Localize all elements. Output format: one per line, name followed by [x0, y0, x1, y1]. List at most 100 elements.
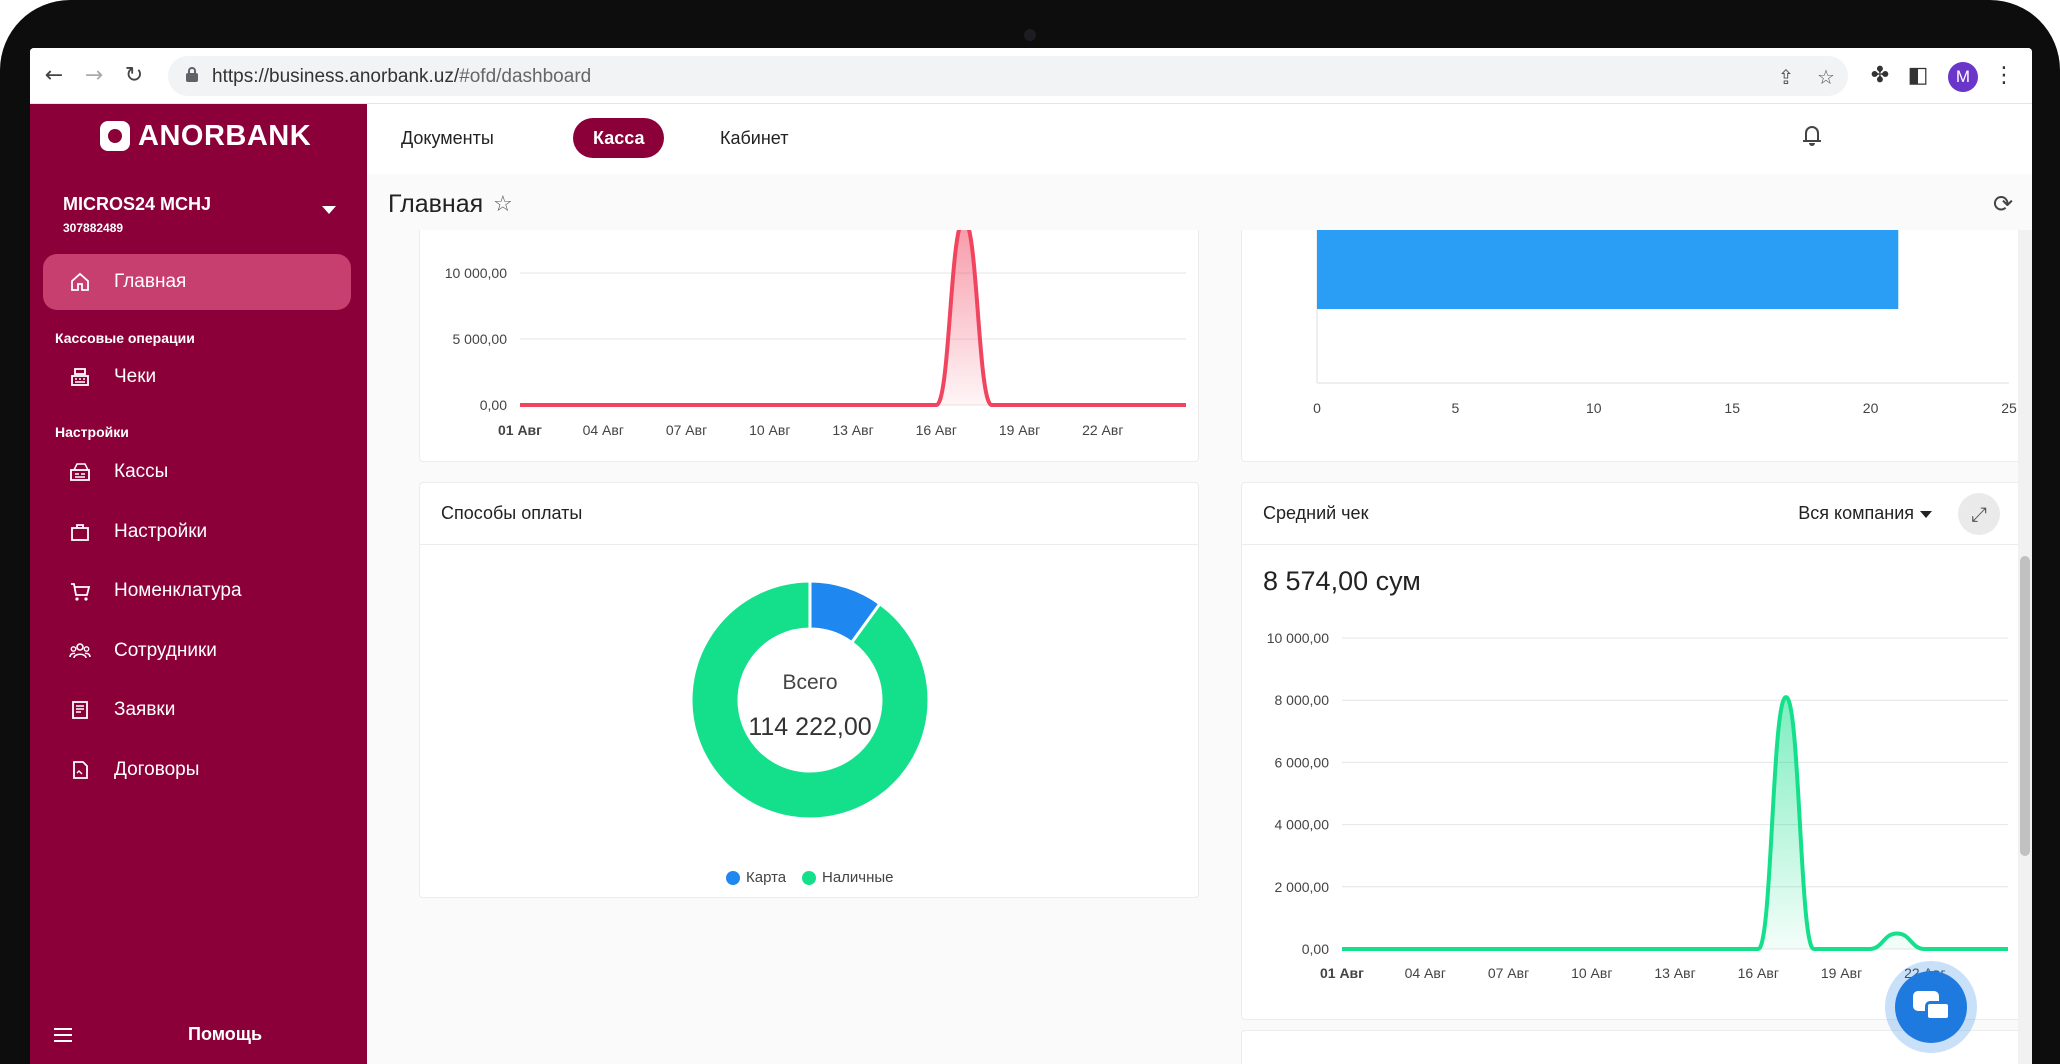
- x-tick-label: 10 Авг: [1571, 965, 1612, 981]
- forward-icon[interactable]: →: [84, 63, 104, 88]
- company-switcher[interactable]: MICROS24 MCHJ 307882489: [63, 194, 211, 235]
- y-tick-label: 10 000,00: [445, 265, 507, 281]
- y-tick-label: 2 000,00: [1275, 879, 1330, 895]
- legend-dot-cash: [802, 870, 816, 885]
- y-tick-label: 6 000,00: [1275, 754, 1330, 770]
- sidebar-item-contracts[interactable]: Договоры: [43, 742, 351, 798]
- brand-name: ANORBANK: [138, 119, 312, 152]
- x-tick-label: 19 Авг: [1821, 965, 1862, 981]
- sidebar-item-label: Заявки: [114, 699, 176, 720]
- x-tick-label: 13 Авг: [832, 422, 873, 438]
- series-line: [520, 230, 1186, 407]
- profile-avatar[interactable]: M: [1948, 62, 1978, 92]
- average-check-line-chart: 0,00 2 000,00 4 000,00 6 000,00 8 000,00 10 0…: [1267, 630, 2008, 981]
- caret-down-icon[interactable]: [1920, 511, 1932, 518]
- tab-kassa[interactable]: Касса: [573, 118, 665, 158]
- sidebar-item-employees[interactable]: Сотрудники: [43, 623, 351, 679]
- payment-donut-chart: [689, 579, 931, 821]
- address-bar[interactable]: https://business.anorbank.uz/#ofd/dashbo…: [168, 56, 1848, 96]
- sidebar-item-nomenclature[interactable]: Номенклатура: [43, 563, 351, 619]
- payment-methods-card: Способы оплаты Всего 114 222,00 Карта На…: [419, 482, 1199, 898]
- menu-icon[interactable]: [54, 1028, 72, 1042]
- logo-mark-icon: [100, 121, 130, 151]
- next-card: [1241, 1030, 2021, 1064]
- browser-toolbar: ← → ↻ https://business.anorbank.uz/#ofd/…: [30, 48, 2032, 104]
- reload-icon[interactable]: ↻: [124, 63, 144, 88]
- x-tick-label: 15: [1724, 400, 1740, 416]
- series-area: [1342, 697, 2008, 949]
- x-tick-label: 20: [1863, 400, 1879, 416]
- cash-register-icon: [69, 366, 91, 388]
- sidebar-item-registers[interactable]: Кассы: [43, 444, 351, 500]
- sidebar-item-label: Настройки: [114, 521, 208, 542]
- x-tick-label: 16 Авг: [916, 422, 957, 438]
- donut-slice-1: [689, 579, 931, 821]
- sidebar: ANORBANK MICROS24 MCHJ 307882489 Главная…: [30, 104, 367, 1064]
- x-tick-label: 0: [1313, 400, 1321, 416]
- share-icon[interactable]: ⇪: [1777, 65, 1795, 89]
- more-menu-icon[interactable]: ⋮: [1993, 63, 2015, 88]
- x-tick-label: 13 Авг: [1654, 965, 1695, 981]
- card-title: Способы оплаты: [441, 503, 583, 523]
- extensions-icon[interactable]: ✤: [1870, 63, 1890, 88]
- scrollbar-thumb[interactable]: [2020, 556, 2030, 856]
- series-area: [520, 230, 1186, 405]
- document-icon: [69, 759, 91, 781]
- page-scrollbar[interactable]: [2018, 230, 2032, 1064]
- series-line: [1342, 695, 2008, 951]
- sidebar-item-label: Главная: [114, 271, 187, 292]
- page-title: Главная: [388, 190, 484, 218]
- side-panel-icon[interactable]: ◧: [1907, 63, 1929, 88]
- chat-button[interactable]: [1885, 961, 1977, 1053]
- legend-label-card: Карта: [746, 869, 787, 886]
- notebook-icon: [69, 699, 91, 721]
- favorite-star-icon[interactable]: ☆: [493, 192, 513, 217]
- horizontal-bar-chart: 0510152025тест: [1313, 230, 2017, 416]
- sales-chart-card: 0,00 5 000,00 10 000,00 01 Авг 04 Авг 07 Авг 1…: [419, 230, 1199, 462]
- legend-cash[interactable]: Наличные: [802, 869, 894, 886]
- briefcase-icon: [69, 521, 91, 543]
- company-filter-dropdown[interactable]: Вся компания: [1798, 503, 1914, 523]
- x-tick-label: 19 Авг: [999, 422, 1040, 438]
- x-tick-label: 07 Авг: [666, 422, 707, 438]
- brand-logo[interactable]: ANORBANK: [100, 120, 311, 152]
- expand-icon[interactable]: ⤢: [1958, 493, 2000, 535]
- home-icon: [69, 271, 91, 293]
- y-tick-label: 4 000,00: [1275, 817, 1330, 833]
- refresh-icon[interactable]: ⟳: [1993, 190, 2014, 218]
- sidebar-item-receipts[interactable]: Чеки: [43, 349, 351, 405]
- help-link[interactable]: Помощь: [188, 1024, 263, 1044]
- camera: [1024, 29, 1036, 41]
- legend-label-cash: Наличные: [822, 869, 894, 886]
- x-tick-label: 01 Авг: [498, 422, 542, 438]
- average-check-value: 8 574,00 сум: [1263, 566, 1421, 596]
- chat-icon: [1895, 971, 1967, 1043]
- card-header: Средний чек Вся компания ⤢: [1242, 483, 2020, 545]
- lock-icon: [186, 67, 198, 83]
- back-icon[interactable]: ←: [44, 63, 64, 88]
- legend-card[interactable]: Карта: [726, 869, 786, 886]
- bookmark-star-icon[interactable]: ☆: [1817, 65, 1835, 89]
- url-text[interactable]: https://business.anorbank.uz/#ofd/dashbo…: [212, 66, 592, 87]
- section-settings: Настройки: [55, 424, 129, 440]
- screen: ← → ↻ https://business.anorbank.uz/#ofd/…: [30, 48, 2032, 1064]
- chevron-down-icon[interactable]: [322, 206, 336, 214]
- main-content: Главная ☆ ⟳ 0,00 5 000,00 10 000,00 01 Авг 0…: [367, 174, 2032, 1064]
- x-tick-label: 10: [1586, 400, 1602, 416]
- donut-total-label: Всего: [782, 671, 838, 694]
- y-tick-label: 5 000,00: [453, 331, 508, 347]
- bell-icon[interactable]: [1803, 126, 1821, 146]
- y-tick-label: 0,00: [480, 397, 507, 413]
- sidebar-item-home[interactable]: Главная: [43, 254, 351, 310]
- sidebar-item-settings[interactable]: Настройки: [43, 504, 351, 560]
- tab-cabinet[interactable]: Кабинет: [720, 128, 789, 148]
- average-check-card: Средний чек Вся компания ⤢ 8 574,00 сум …: [1241, 482, 2021, 1020]
- tab-documents[interactable]: Документы: [401, 128, 494, 148]
- sidebar-item-label: Чеки: [114, 366, 157, 387]
- x-tick-label: 01 Авг: [1320, 965, 1364, 981]
- sidebar-item-requests[interactable]: Заявки: [43, 682, 351, 738]
- sidebar-item-label: Сотрудники: [114, 640, 217, 661]
- y-tick-label: 0,00: [1302, 941, 1329, 957]
- x-tick-label: 04 Авг: [1405, 965, 1446, 981]
